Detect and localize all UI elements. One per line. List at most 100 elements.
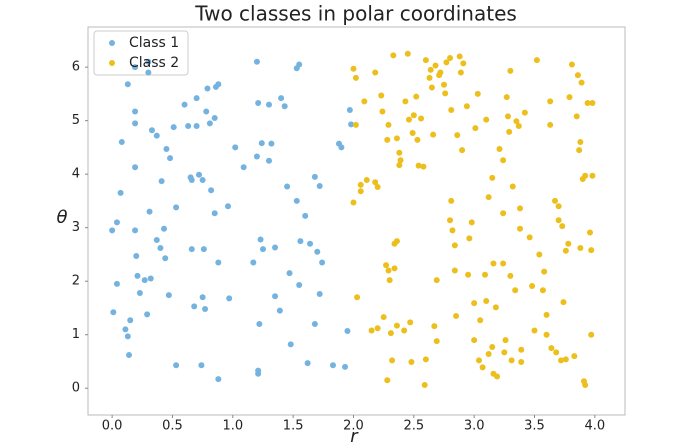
point xyxy=(539,287,546,294)
point xyxy=(588,331,595,338)
point xyxy=(191,303,198,310)
point xyxy=(390,52,397,59)
point xyxy=(374,325,381,332)
point xyxy=(342,363,349,370)
point xyxy=(483,116,490,123)
legend xyxy=(93,30,189,76)
point xyxy=(361,98,368,105)
point xyxy=(253,153,260,160)
point xyxy=(350,199,357,206)
point xyxy=(276,307,283,314)
point xyxy=(153,236,160,243)
point xyxy=(547,121,554,128)
point xyxy=(448,197,455,204)
point xyxy=(393,135,400,142)
point xyxy=(571,353,578,360)
point xyxy=(562,247,569,254)
point xyxy=(577,245,584,252)
point xyxy=(240,164,247,171)
x-axis-label: r xyxy=(350,426,359,447)
point xyxy=(413,93,420,100)
point xyxy=(509,183,516,190)
point xyxy=(319,259,326,266)
point xyxy=(363,177,370,184)
point xyxy=(338,144,345,151)
point xyxy=(255,99,262,106)
point xyxy=(408,359,415,366)
point xyxy=(141,277,148,284)
point xyxy=(422,356,429,363)
point xyxy=(296,61,303,68)
point xyxy=(515,123,522,130)
point xyxy=(475,357,482,364)
point xyxy=(386,277,393,284)
point xyxy=(489,174,496,181)
point xyxy=(431,323,438,330)
point xyxy=(211,114,218,121)
point xyxy=(397,157,404,164)
point xyxy=(173,204,180,211)
point xyxy=(126,352,133,359)
point xyxy=(565,240,572,247)
point xyxy=(163,146,170,153)
legend-marker xyxy=(109,60,115,66)
point xyxy=(311,173,318,180)
point xyxy=(348,121,355,128)
point xyxy=(352,121,359,128)
point xyxy=(518,359,525,366)
point xyxy=(507,67,514,74)
point xyxy=(547,98,554,105)
point xyxy=(372,69,379,76)
point xyxy=(409,129,416,136)
point xyxy=(414,136,421,143)
point xyxy=(500,210,507,217)
point xyxy=(372,179,379,186)
point xyxy=(226,295,233,302)
point xyxy=(304,360,311,367)
point xyxy=(144,311,151,318)
point xyxy=(113,280,120,287)
point xyxy=(352,74,359,81)
point xyxy=(496,146,503,153)
point xyxy=(433,277,440,284)
point xyxy=(574,72,581,79)
point xyxy=(529,283,536,290)
point xyxy=(307,240,314,247)
point xyxy=(482,271,489,278)
point xyxy=(215,81,222,88)
x-tick-label: 0.0 xyxy=(102,419,123,434)
point xyxy=(517,225,524,232)
point xyxy=(465,271,472,278)
point xyxy=(456,53,463,60)
point xyxy=(272,293,279,300)
point xyxy=(124,81,131,88)
point xyxy=(232,144,239,151)
point xyxy=(582,382,589,389)
point xyxy=(559,223,566,230)
point xyxy=(268,140,275,147)
point xyxy=(448,106,455,113)
point xyxy=(483,298,490,305)
point xyxy=(122,326,129,333)
point xyxy=(577,139,584,146)
point xyxy=(170,124,177,131)
point xyxy=(508,357,515,364)
point xyxy=(380,314,387,321)
point xyxy=(357,181,364,188)
legend-marker xyxy=(109,40,115,46)
point xyxy=(346,106,353,113)
point xyxy=(202,306,209,313)
point xyxy=(117,189,124,196)
point xyxy=(110,309,117,316)
point xyxy=(199,294,206,301)
point xyxy=(543,311,550,318)
point xyxy=(422,57,429,64)
point xyxy=(494,373,501,380)
point xyxy=(250,259,257,266)
point xyxy=(573,113,580,120)
point xyxy=(153,132,160,139)
point xyxy=(297,238,304,245)
point xyxy=(437,69,444,76)
point xyxy=(447,55,454,62)
